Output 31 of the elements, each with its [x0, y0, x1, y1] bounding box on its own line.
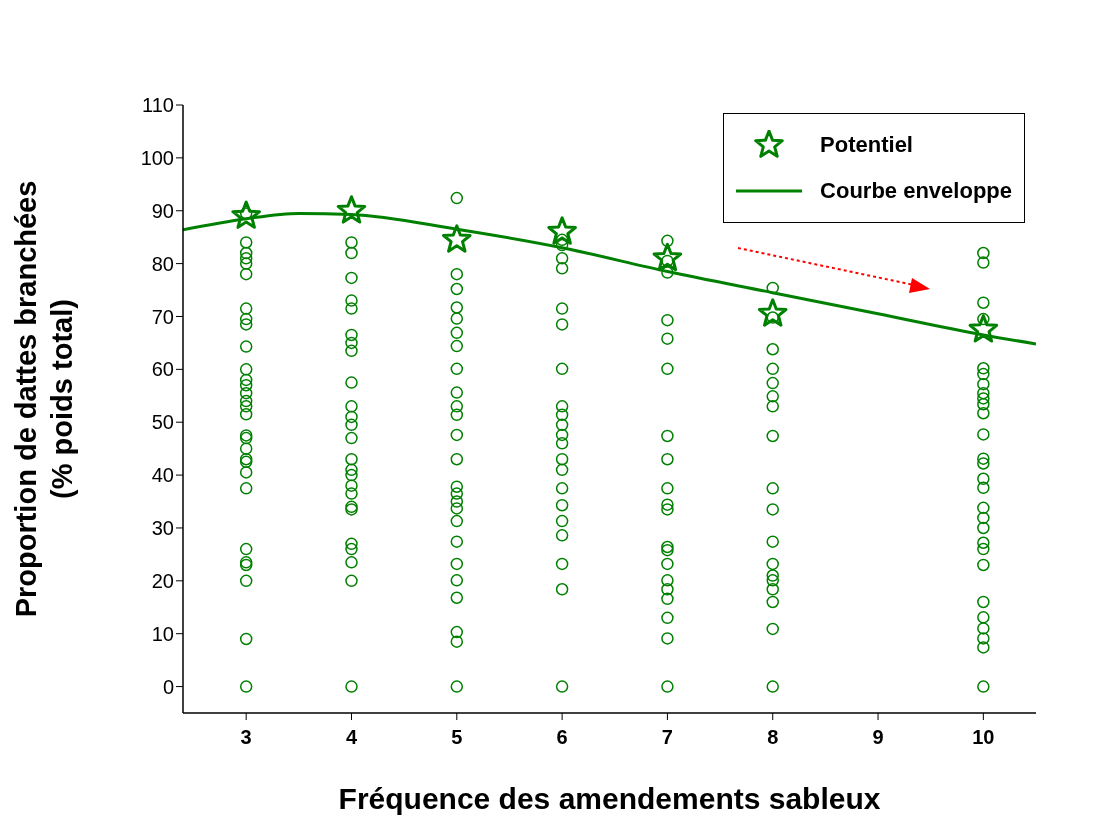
point: [231, 200, 261, 229]
y-tick-label: 110: [142, 94, 174, 117]
point: [652, 242, 683, 272]
x-tick-label: 8: [767, 726, 779, 749]
point: [441, 224, 472, 253]
y-tick-label: 40: [151, 464, 174, 487]
y-tick-label: 20: [151, 569, 174, 592]
point: [547, 216, 577, 245]
y-tick-label: 0: [162, 675, 174, 698]
x-tick-label: 4: [345, 726, 358, 749]
y-tick-label: 70: [151, 305, 174, 328]
y-tick-label: 50: [151, 411, 174, 434]
x-tick-label: 9: [872, 726, 884, 749]
point: [968, 314, 999, 343]
legend-label: Courbe enveloppe: [820, 178, 1012, 204]
y-axis-title: Proportion de dattes branchées (% poids total): [10, 180, 78, 618]
y-tick-label: 80: [151, 252, 174, 275]
point: [757, 298, 788, 327]
y-tick-label: 10: [151, 622, 174, 645]
x-tick-label: 5: [451, 726, 463, 749]
x-tick-label: 6: [556, 726, 568, 749]
point: [336, 195, 367, 224]
y-tick-label: 90: [151, 199, 174, 222]
x-axis-title: Fréquence des amendements sableux: [338, 782, 881, 815]
y-tick-label: 30: [151, 517, 174, 540]
legend-label: Potentiel: [820, 132, 913, 158]
y-tick-label: 60: [151, 358, 174, 381]
y-tick-label: 100: [140, 146, 174, 169]
x-tick-label: 7: [661, 726, 673, 749]
x-tick-label: 3: [240, 726, 252, 749]
x-tick-label: 10: [972, 726, 995, 749]
